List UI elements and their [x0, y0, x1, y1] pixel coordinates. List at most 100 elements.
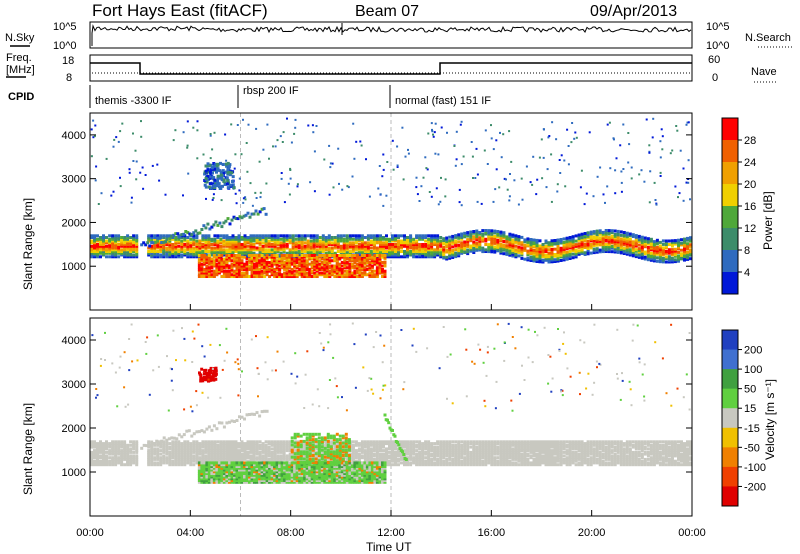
power-cell: [270, 248, 274, 252]
power-cell: [550, 249, 554, 253]
power-cell: [592, 249, 596, 253]
velocity-cell: [375, 447, 379, 451]
velocity-cell: [108, 445, 112, 449]
power-cell: [481, 232, 485, 236]
power-cell: [293, 275, 297, 278]
power-cell: [589, 235, 593, 239]
power-cell: [96, 243, 99, 246]
power-cell: [381, 269, 384, 273]
power-cell: [661, 253, 665, 257]
velocity-cell: [261, 443, 265, 447]
power-cell: [372, 244, 376, 248]
power-cell: [412, 248, 416, 252]
power-cell: [598, 229, 602, 233]
power-cell: [348, 241, 352, 245]
velocity-cell: [258, 456, 262, 460]
velocity-cell: [363, 452, 367, 456]
power-cell: [502, 243, 506, 247]
power-cell: [360, 244, 364, 248]
velocity-cell: [159, 445, 163, 449]
power-cell: [225, 262, 229, 266]
power-cell: [445, 240, 449, 243]
velocity-cell: [291, 445, 295, 449]
velocity-cell: [168, 463, 172, 467]
power-cell: [202, 269, 206, 273]
velocity-cell: [418, 450, 422, 454]
power-cell: [291, 248, 295, 252]
power-cell: [655, 245, 659, 249]
velocity-cell: [379, 449, 382, 453]
power-cell: [511, 235, 515, 239]
power-cell: [529, 181, 532, 184]
power-cell: [303, 246, 307, 250]
power-cell: [295, 259, 299, 263]
velocity-cell: [126, 449, 130, 453]
power-cell: [577, 245, 581, 249]
velocity-cell: [394, 459, 397, 463]
power-cell: [215, 269, 219, 273]
velocity-cell: [391, 459, 394, 463]
power-cell: [677, 250, 680, 254]
power-cell: [117, 234, 121, 238]
power-cell: [315, 273, 319, 277]
velocity-cell: [240, 452, 244, 456]
power-cell: [224, 219, 228, 223]
velocity-cell: [162, 445, 166, 449]
power-cell: [379, 251, 382, 255]
power-cell: [586, 241, 590, 245]
power-cell: [275, 266, 279, 270]
velocity-cell: [147, 454, 151, 458]
power-cell: [337, 147, 340, 150]
power-cell: [240, 261, 244, 264]
power-cell: [99, 239, 102, 243]
power-cell: [415, 243, 419, 246]
power-cell: [335, 275, 339, 278]
power-cell: [673, 247, 677, 251]
power-cell: [283, 264, 287, 268]
velocity-cell: [225, 442, 229, 446]
power-cell: [192, 236, 196, 239]
power-cell: [556, 254, 560, 258]
power-cell: [475, 229, 479, 233]
velocity-cell: [228, 454, 232, 458]
velocity-cell: [363, 443, 367, 447]
velocity-cell: [117, 442, 121, 446]
power-cell: [442, 253, 446, 256]
power-cell: [96, 239, 99, 243]
velocity-cell: [418, 459, 422, 463]
power-cell: [670, 239, 674, 243]
power-cell: [667, 250, 671, 253]
power-cell: [240, 271, 244, 275]
power-cell: [276, 239, 280, 243]
power-cell: [245, 271, 249, 275]
power-cell: [388, 243, 391, 246]
power-cell: [514, 236, 518, 239]
power-cell: [351, 246, 355, 250]
power-cell: [508, 130, 511, 133]
power-cell: [589, 251, 593, 255]
power-cell: [649, 244, 653, 248]
power-cell: [200, 266, 204, 270]
velocity-cell: [427, 456, 431, 460]
velocity-cell: [198, 456, 202, 460]
power-cell: [300, 239, 304, 243]
power-cell: [363, 257, 367, 261]
velocity-cell: [213, 443, 217, 447]
velocity-cell: [409, 457, 413, 461]
power-cell: [360, 239, 364, 243]
velocity-cell: [123, 463, 127, 467]
power-cell: [339, 237, 343, 241]
power-cell: [538, 246, 542, 250]
power-cell: [135, 236, 139, 239]
power-cell: [261, 236, 265, 239]
power-cell: [333, 251, 337, 255]
velocity-cell: [424, 459, 428, 463]
velocity-cell: [240, 443, 244, 447]
power-cell: [595, 243, 599, 247]
power-cell: [433, 250, 437, 253]
power-cell: [430, 241, 434, 245]
power-cell: [580, 239, 584, 243]
velocity-cell: [159, 459, 163, 463]
velocity-cell: [303, 447, 307, 451]
power-cell: [628, 237, 632, 241]
